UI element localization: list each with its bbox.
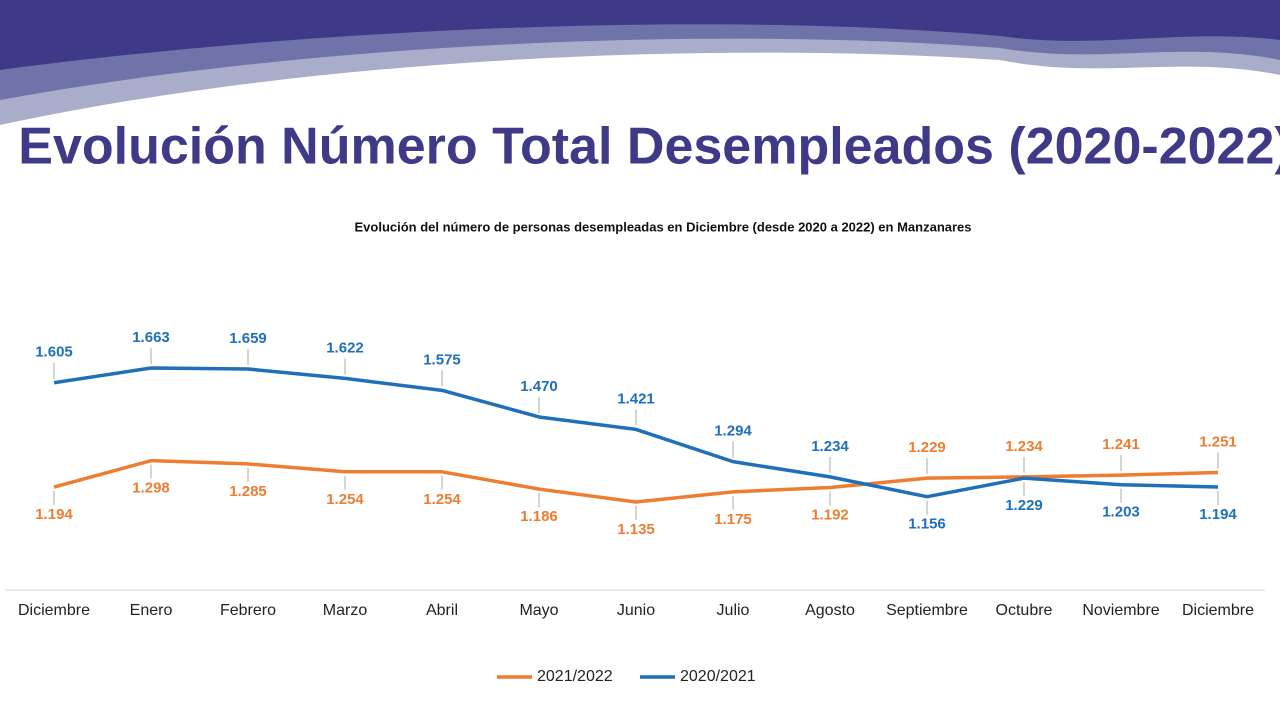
x-tick-label: Junio (617, 602, 655, 619)
legend-label: 2020/2021 (680, 668, 756, 685)
data-label: 1.298 (132, 480, 170, 497)
x-tick-label: Julio (717, 602, 750, 619)
data-label: 1.421 (617, 390, 655, 407)
series-line (53, 366, 1219, 499)
data-label: 1.663 (132, 329, 170, 346)
data-label: 1.234 (1005, 438, 1043, 455)
data-label: 1.194 (35, 506, 73, 523)
header-wave-dark (0, 0, 1280, 70)
slide-title: Evolución Número Total Desempleados (202… (18, 118, 1280, 176)
data-label: 1.175 (714, 511, 752, 528)
data-label: 1.241 (1102, 436, 1140, 453)
data-label: 1.229 (1005, 497, 1043, 514)
data-label: 1.251 (1199, 434, 1237, 451)
x-tick-label: Marzo (323, 602, 368, 619)
x-tick-label: Diciembre (1182, 602, 1254, 619)
chart-title: Evolución del número de personas desempl… (354, 219, 971, 234)
data-label: 1.254 (423, 491, 461, 508)
data-label: 1.203 (1102, 504, 1140, 521)
data-label: 1.470 (520, 378, 558, 395)
x-tick-label: Noviembre (1082, 602, 1159, 619)
data-label: 1.659 (229, 330, 267, 347)
data-label: 1.156 (908, 516, 946, 533)
data-label: 1.234 (811, 438, 849, 455)
x-tick-label: Octubre (996, 602, 1053, 619)
x-tick-label: Diciembre (18, 602, 90, 619)
data-label: 1.285 (229, 483, 267, 500)
data-label: 1.194 (1199, 506, 1237, 523)
x-tick-label: Enero (130, 602, 173, 619)
data-label: 1.575 (423, 351, 461, 368)
data-label: 1.192 (811, 507, 849, 524)
data-label: 1.229 (908, 439, 946, 456)
x-tick-label: Agosto (805, 602, 855, 619)
data-label: 1.294 (714, 423, 752, 440)
legend-label: 2021/2022 (537, 668, 613, 685)
data-label: 1.605 (35, 344, 73, 361)
data-label: 1.622 (326, 339, 364, 356)
x-tick-label: Febrero (220, 602, 276, 619)
x-tick-label: Mayo (519, 602, 558, 619)
x-tick-label: Septiembre (886, 602, 968, 619)
data-label: 1.186 (520, 508, 558, 525)
data-label: 1.135 (617, 521, 655, 538)
x-tick-label: Abril (426, 602, 458, 619)
data-label: 1.254 (326, 491, 364, 508)
